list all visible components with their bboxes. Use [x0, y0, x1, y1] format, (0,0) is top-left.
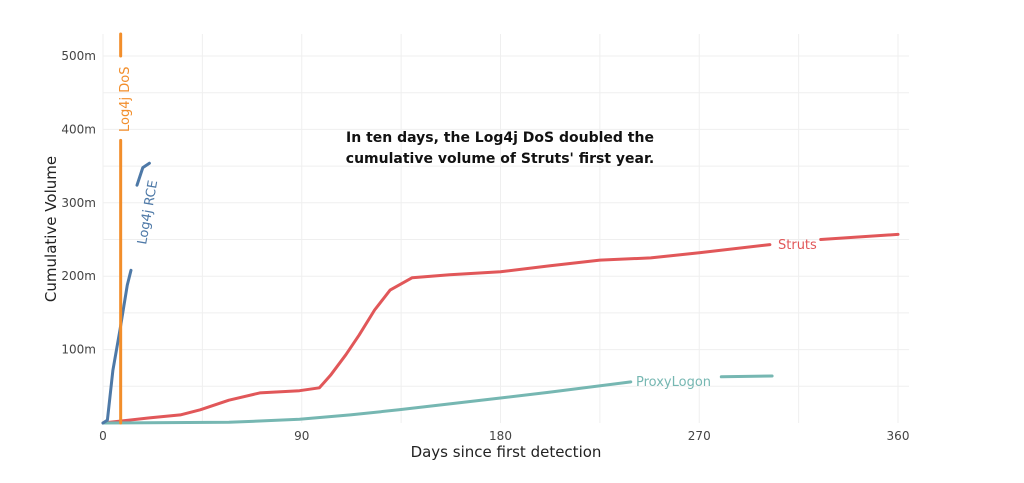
- y-tick-label: 100m: [61, 343, 96, 357]
- series-line-proxylogon: [101, 374, 774, 425]
- x-tick-label: 270: [688, 429, 711, 443]
- x-tick-label: 180: [489, 429, 512, 443]
- x-axis-label: Days since first detection: [411, 443, 602, 461]
- label-proxylogon: ProxyLogon: [636, 375, 711, 390]
- label-log4j-rce: Log4j RCE: [135, 179, 161, 246]
- y-tick-label: 500m: [61, 49, 96, 63]
- y-tick-label: 400m: [61, 122, 96, 136]
- grid: [102, 33, 910, 423]
- y-tick-label: 200m: [61, 269, 96, 283]
- x-tick-label: 90: [294, 429, 309, 443]
- x-tick-label: 360: [887, 429, 910, 443]
- y-axis-label: Cumulative Volume: [42, 156, 60, 302]
- series-line-struts: [101, 232, 900, 425]
- label-struts: Struts: [778, 238, 817, 253]
- ticks: 0 90 180 270 360 100m 200m 300m 400m 500m: [61, 49, 909, 443]
- y-tick-label: 300m: [61, 196, 96, 210]
- x-tick-label: 0: [99, 429, 107, 443]
- series-lines: [101, 32, 900, 425]
- series-line-log4j-rce: [101, 161, 151, 425]
- annotation-line-2: cumulative volume of Struts' first year.: [346, 151, 654, 167]
- label-log4j-dos: Log4j DoS: [118, 67, 133, 132]
- annotation-line-1: In ten days, the Log4j DoS doubled the: [346, 130, 654, 146]
